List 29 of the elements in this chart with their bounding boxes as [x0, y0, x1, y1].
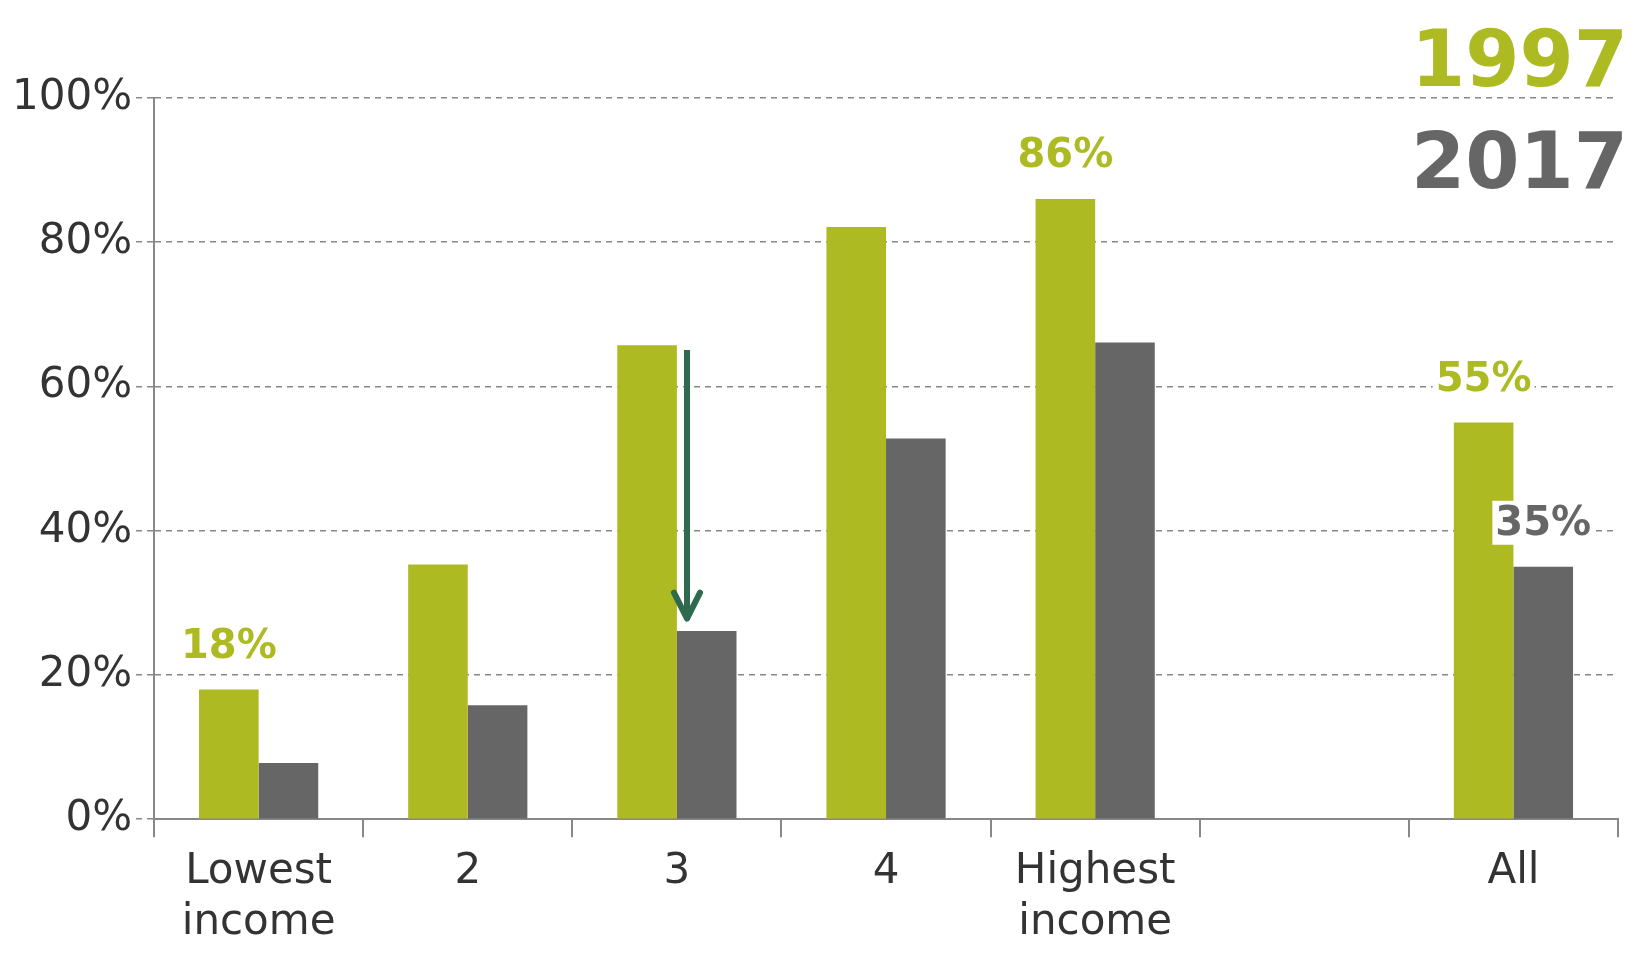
x-tick-label: 2 — [454, 844, 482, 894]
bar — [199, 689, 259, 819]
bar — [467, 705, 528, 819]
bar — [1513, 566, 1574, 819]
bar — [1095, 342, 1155, 819]
y-tick-label: 40% — [38, 502, 133, 552]
x-tick-label: Lowest income — [181, 844, 336, 944]
x-tick-label: Highest income — [1014, 844, 1176, 944]
y-tick-label: 0% — [65, 791, 133, 841]
x-tick-label: 3 — [663, 844, 691, 894]
y-tick-label: 20% — [38, 646, 133, 696]
text: 2017 — [1410, 115, 1628, 208]
data-label: 86% — [1017, 130, 1114, 177]
bar — [676, 630, 737, 819]
y-tick-label: 80% — [38, 214, 133, 264]
bar — [617, 345, 677, 819]
bar — [1035, 198, 1096, 819]
x-tick-label: All — [1487, 844, 1540, 894]
y-tick-label: 100% — [12, 69, 133, 119]
y-tick-label: 60% — [38, 358, 133, 408]
data-label: 55% — [1435, 353, 1532, 400]
text: 1997 — [1410, 13, 1628, 106]
data-label: 35% — [1495, 498, 1592, 545]
bar — [886, 438, 946, 819]
x-tick-label: 4 — [872, 844, 900, 894]
bar — [258, 762, 319, 819]
data-label: 18% — [180, 620, 277, 667]
bar — [408, 564, 468, 819]
bar — [826, 227, 887, 819]
